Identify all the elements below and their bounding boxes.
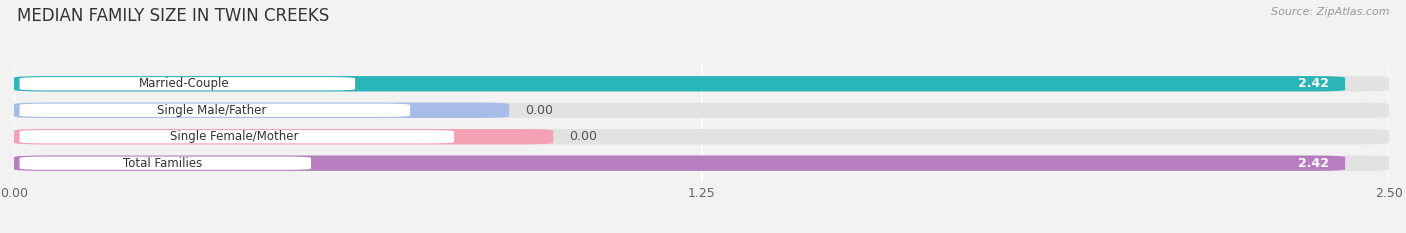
Text: Married-Couple: Married-Couple	[139, 77, 229, 90]
Text: MEDIAN FAMILY SIZE IN TWIN CREEKS: MEDIAN FAMILY SIZE IN TWIN CREEKS	[17, 7, 329, 25]
Text: Single Male/Father: Single Male/Father	[157, 104, 267, 117]
FancyBboxPatch shape	[14, 156, 1389, 171]
Text: Source: ZipAtlas.com: Source: ZipAtlas.com	[1271, 7, 1389, 17]
FancyBboxPatch shape	[20, 130, 454, 143]
Text: 2.42: 2.42	[1298, 157, 1329, 170]
FancyBboxPatch shape	[14, 103, 1389, 118]
Text: Total Families: Total Families	[122, 157, 202, 170]
FancyBboxPatch shape	[14, 129, 1389, 144]
Text: 0.00: 0.00	[569, 130, 598, 143]
FancyBboxPatch shape	[14, 156, 1346, 171]
Text: 0.00: 0.00	[526, 104, 554, 117]
FancyBboxPatch shape	[20, 77, 356, 90]
FancyBboxPatch shape	[20, 157, 311, 170]
FancyBboxPatch shape	[14, 103, 509, 118]
Text: 2.42: 2.42	[1298, 77, 1329, 90]
FancyBboxPatch shape	[14, 76, 1346, 92]
FancyBboxPatch shape	[20, 104, 411, 117]
FancyBboxPatch shape	[14, 129, 553, 144]
FancyBboxPatch shape	[14, 76, 1389, 92]
Text: Single Female/Mother: Single Female/Mother	[170, 130, 298, 143]
